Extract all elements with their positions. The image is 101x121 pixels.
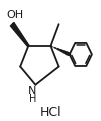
Text: N: N (28, 86, 36, 96)
Text: HCl: HCl (40, 106, 61, 119)
Polygon shape (11, 22, 29, 47)
Text: H: H (29, 94, 36, 104)
Text: OH: OH (6, 10, 23, 19)
